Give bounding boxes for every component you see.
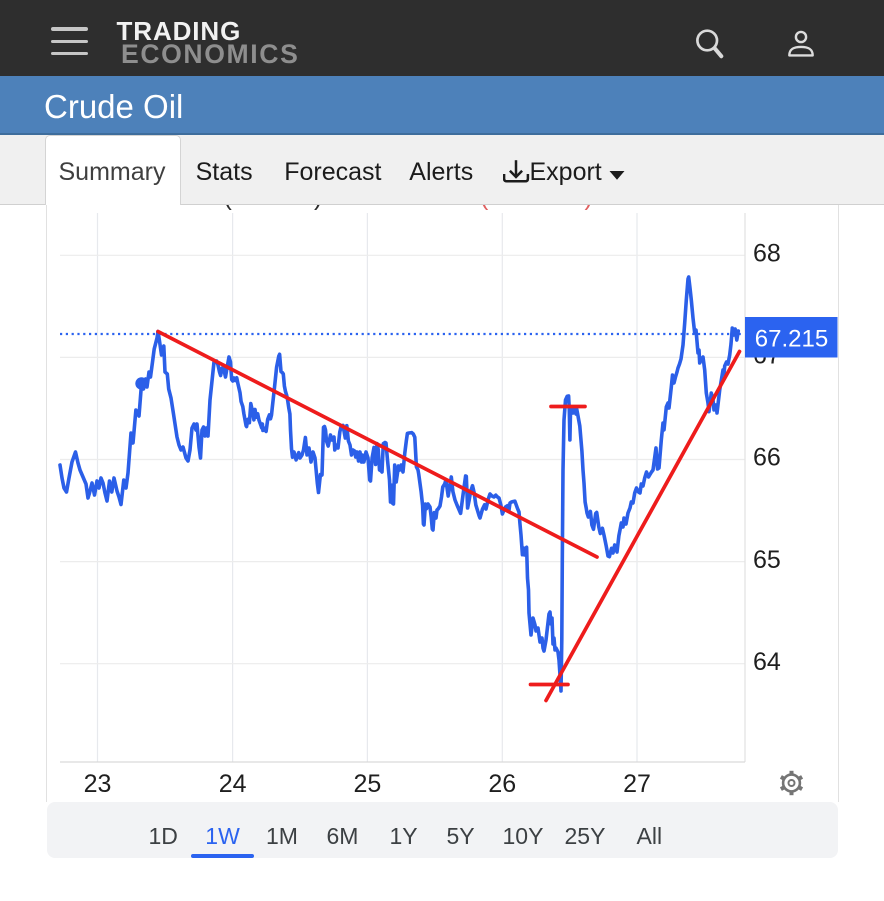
svg-text:27: 27 [623, 770, 651, 798]
svg-text:66: 66 [753, 444, 781, 472]
svg-text:24: 24 [219, 770, 247, 798]
svg-text:25: 25 [353, 770, 381, 798]
svg-text:23: 23 [84, 770, 112, 798]
svg-text:64: 64 [753, 648, 781, 676]
svg-text:26: 26 [488, 770, 516, 798]
svg-text:67.215: 67.215 [755, 326, 828, 353]
svg-text:68: 68 [753, 240, 781, 268]
svg-text:65: 65 [753, 546, 781, 574]
